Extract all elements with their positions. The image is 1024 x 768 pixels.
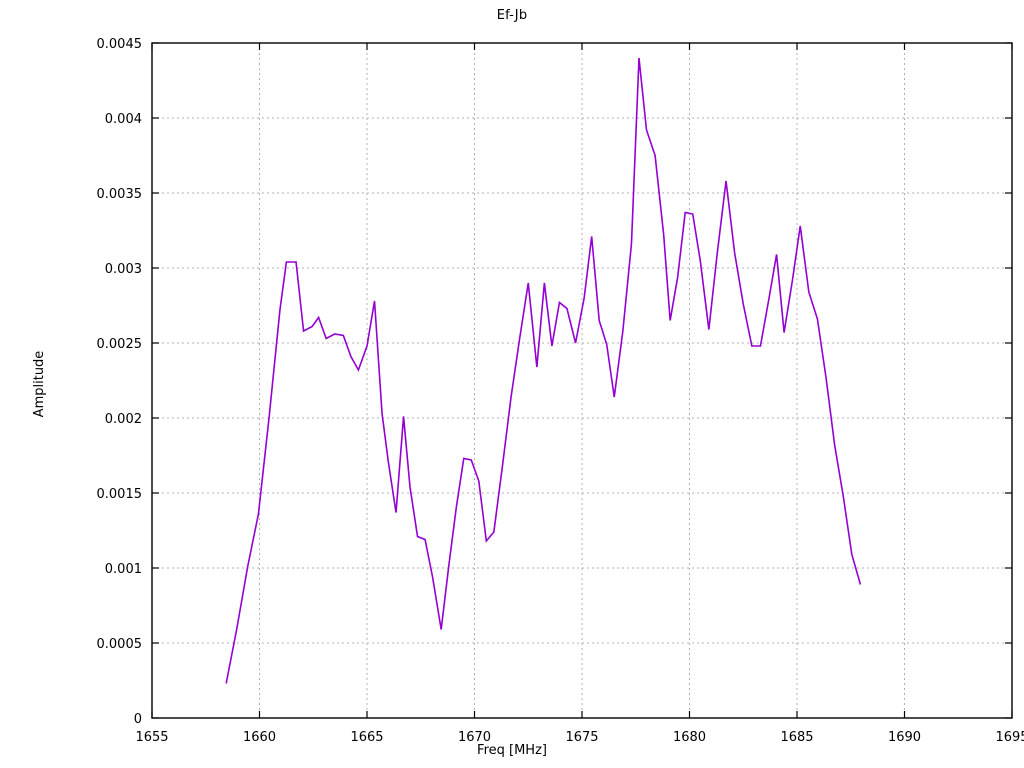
x-tick-label: 1660	[243, 730, 276, 745]
y-tick-label: 0.0005	[97, 637, 143, 652]
x-tick-label: 1685	[780, 730, 813, 745]
plot-frame	[151, 42, 1013, 719]
x-tick-label: 1665	[350, 730, 383, 745]
y-tick-label: 0.0015	[97, 487, 143, 502]
y-tick-label: 0.0045	[97, 37, 143, 52]
x-tick-label: 1675	[565, 730, 598, 745]
chart-title: Ef-Jb	[496, 8, 528, 23]
y-tick-label: 0.003	[105, 262, 142, 277]
x-tick-label: 1670	[458, 730, 491, 745]
grid-lines	[152, 43, 1012, 718]
tick-labels: 0 0.0005 0.001 0.0015 0.002 0.0025 0.003 0.0035…	[97, 37, 1024, 745]
y-tick-label: 0.002	[105, 412, 142, 427]
x-tick-label: 1655	[135, 730, 168, 745]
x-tick-label: 1680	[673, 730, 706, 745]
y-tick-label: 0.0035	[97, 187, 143, 202]
y-tick-label: 0.0025	[97, 337, 143, 352]
y-tick-label: 0.001	[105, 562, 142, 577]
data-line-ef-jb	[225, 57, 862, 684]
x-axis-label: Freq [MHz]	[477, 743, 547, 758]
data-series-group	[225, 57, 862, 684]
x-tick-label: 1695	[995, 730, 1024, 745]
y-tick-label: 0	[134, 712, 142, 727]
x-tick-label: 1690	[888, 730, 921, 745]
y-tick-label: 0.004	[105, 112, 142, 127]
